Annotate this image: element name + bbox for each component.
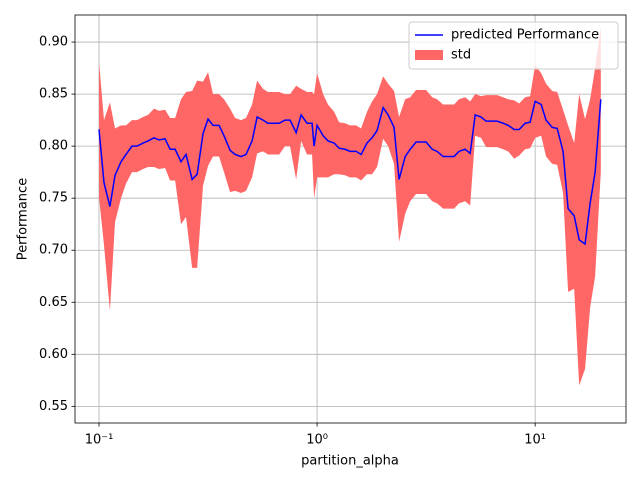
legend-label: std xyxy=(451,48,471,63)
y-tick-label: 0.80 xyxy=(39,139,68,154)
performance-line xyxy=(98,99,602,246)
legend-label: predicted Performance xyxy=(451,28,599,43)
x-tick-label: 10⁻¹ xyxy=(85,433,114,448)
x-axis-label: partition_alpha xyxy=(301,454,399,469)
y-tick-label: 0.70 xyxy=(39,243,68,258)
y-tick-label: 0.60 xyxy=(39,347,68,362)
axes-frame xyxy=(74,14,627,424)
legend-swatch xyxy=(415,50,443,60)
plot xyxy=(98,26,602,386)
y-tick-label: 0.75 xyxy=(39,191,68,206)
y-tick-label: 0.85 xyxy=(39,87,68,102)
y-tick-label: 0.90 xyxy=(39,35,68,50)
y-tick-label: 0.55 xyxy=(39,399,68,414)
std-band xyxy=(99,26,601,386)
y-axis-label: Performance xyxy=(16,178,31,260)
x-tick-label: 10⁰ xyxy=(306,433,328,448)
y-tick-label: 0.65 xyxy=(39,295,68,310)
x-tick-label: 10¹ xyxy=(524,433,546,448)
grid xyxy=(75,15,626,423)
legend-box xyxy=(408,21,619,70)
